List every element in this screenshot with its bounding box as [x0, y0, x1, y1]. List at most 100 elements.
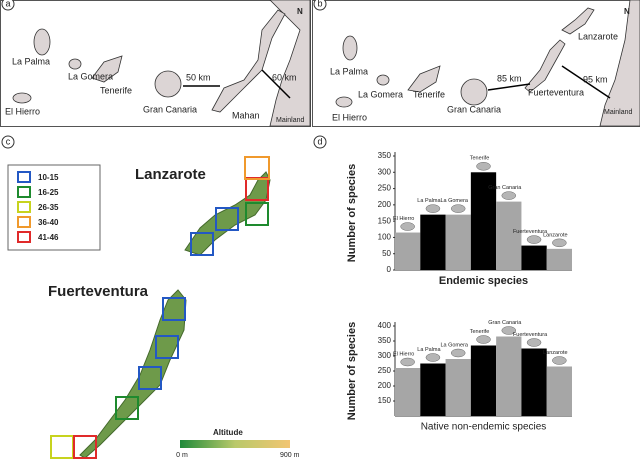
bar: [420, 363, 446, 416]
y-tick-label: 300: [378, 167, 392, 176]
map-b: [313, 0, 640, 127]
island: [12, 92, 32, 104]
island: [376, 74, 390, 86]
mainland: [269, 0, 311, 127]
island: [335, 96, 353, 108]
y-axis-label: Number of species: [346, 322, 358, 420]
y-tick-label: 250: [378, 184, 392, 193]
distance: 50 km: [186, 72, 211, 82]
plot-square: [50, 435, 74, 459]
island-icon: [425, 204, 441, 213]
category-label: Tenerife: [470, 329, 490, 335]
arrow: [487, 83, 531, 91]
category-label: Lanzarote: [543, 232, 567, 238]
bar: [546, 248, 572, 270]
island: [524, 39, 566, 93]
legend-swatch: [17, 186, 31, 198]
legend-label: 10-15: [38, 173, 59, 182]
plot-square: [162, 297, 186, 321]
bar: [521, 348, 547, 416]
plot-square: [73, 435, 97, 459]
panel-badge: [313, 135, 327, 149]
island-icon: [476, 335, 491, 344]
plot-square: [138, 366, 162, 390]
island-name: Lanzarote: [135, 166, 206, 183]
plot-square: [115, 396, 139, 420]
island: [460, 78, 488, 106]
island-icon: [476, 162, 491, 171]
legend-label: 16-25: [38, 188, 59, 197]
category-label: Gran Canaria: [488, 185, 522, 191]
altitude-max: 900 m: [280, 452, 300, 459]
island: [91, 55, 123, 83]
island-icon: [552, 356, 567, 365]
y-axis-label: Number of species: [346, 164, 358, 262]
plot-square: [155, 335, 179, 359]
bar: [496, 201, 522, 270]
legend-swatch: [17, 231, 31, 243]
bar: [496, 336, 522, 416]
legend-label: 36-40: [38, 218, 59, 227]
distance: 60 km: [272, 72, 297, 82]
y-tick-label: 250: [378, 366, 392, 375]
legend-swatch: [17, 216, 31, 228]
island-icon: [425, 353, 441, 362]
category-label: La Gomera: [440, 198, 468, 204]
place: La Gomera: [358, 89, 403, 99]
y-tick-label: 150: [378, 396, 392, 405]
category-label: La Palma: [417, 347, 441, 353]
category-label: La Palma: [417, 198, 441, 204]
island-lanzarote: [184, 171, 271, 256]
y-tick-label: 100: [378, 233, 392, 242]
bar: [445, 359, 471, 416]
y-tick-label: 300: [378, 351, 392, 360]
island-icon: [400, 357, 415, 367]
arrow: [561, 65, 611, 99]
panel-badge: [313, 0, 327, 11]
category-label: Fuerteventura: [513, 229, 548, 235]
altitude-min: 0 m: [176, 452, 188, 459]
panel-badge: [1, 0, 15, 11]
place: Fuerteventura: [528, 87, 584, 97]
place: Tenerife: [413, 89, 445, 99]
map-c: [1, 135, 290, 459]
island: [561, 7, 595, 35]
y-tick-label: 0: [387, 265, 392, 274]
place: Lanzarote: [578, 31, 618, 41]
north: N: [297, 7, 303, 16]
panel-label: b: [317, 0, 322, 8]
legend-swatch: [17, 171, 31, 183]
y-tick-label: 50: [382, 249, 391, 258]
category-label: La Gomera: [440, 342, 468, 348]
place: Mainland: [276, 117, 305, 124]
place: La Gomera: [68, 71, 113, 81]
category-label: El Hierro: [393, 216, 414, 222]
y-tick-label: 200: [378, 381, 392, 390]
category-label: El Hierro: [393, 351, 414, 357]
distance: 95 km: [583, 74, 608, 84]
island-icon: [501, 191, 517, 200]
category-label: Tenerife: [470, 156, 490, 162]
place: Gran Canaria: [143, 104, 197, 114]
island: [33, 28, 51, 56]
arrow: [261, 69, 291, 99]
mainland: [599, 0, 640, 127]
legend-swatch: [17, 201, 31, 213]
panel-badge: [1, 135, 15, 149]
legend-box: [7, 164, 101, 251]
place: El Hierro: [332, 112, 367, 122]
legend-label: 41-46: [38, 233, 59, 242]
place: Mahan: [232, 110, 260, 120]
plot-square: [244, 156, 270, 180]
island: [407, 65, 441, 93]
bar: [546, 366, 572, 416]
island-icon: [526, 235, 542, 244]
panel-label: a: [5, 0, 10, 8]
y-tick-label: 350: [378, 151, 392, 160]
bar: [470, 345, 497, 416]
map-a: [1, 0, 311, 127]
y-tick-label: 400: [378, 321, 392, 330]
bar: [445, 214, 471, 270]
bar: [420, 214, 446, 270]
